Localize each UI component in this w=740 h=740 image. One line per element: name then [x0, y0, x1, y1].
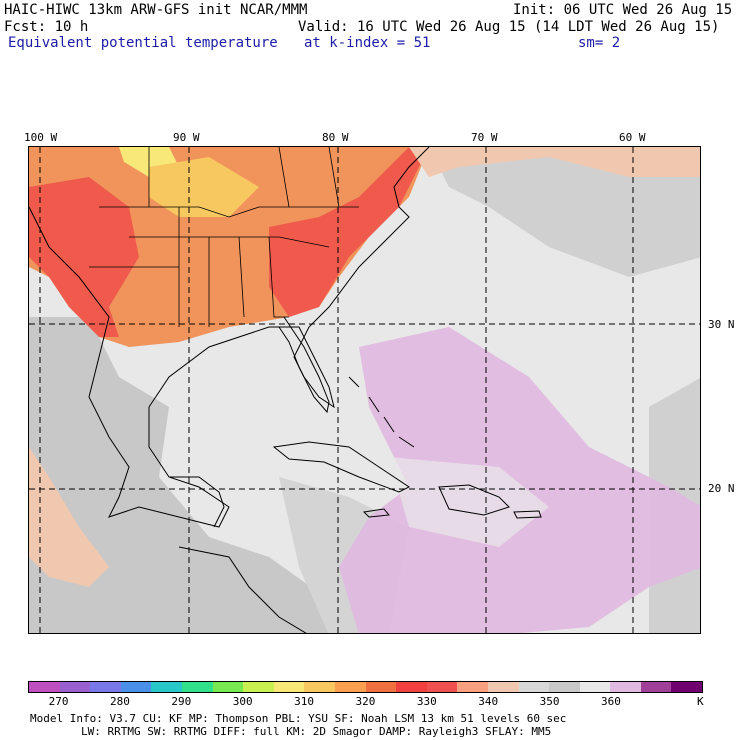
colorbar-tick-label: 360	[600, 695, 621, 708]
smoothing-label: sm= 2	[578, 35, 621, 51]
colorbar-swatch	[610, 682, 641, 692]
colorbar-swatch	[120, 682, 152, 692]
lat-label-20n: 20 N	[708, 482, 735, 495]
colorbar-swatch	[487, 682, 519, 692]
colorbar-swatch	[212, 682, 244, 692]
hispaniola	[438, 484, 510, 516]
theta-e-map	[28, 146, 701, 634]
forecast-hour: Fcst: 10 h	[4, 19, 89, 35]
colorbar-swatch	[518, 682, 550, 692]
light-region-central	[389, 457, 549, 547]
warm-airmass-light-orange	[149, 157, 259, 217]
colorbar-swatch	[181, 682, 213, 692]
init-time: Init: 06 UTC Wed 26 Aug 15	[513, 2, 733, 18]
lon-label-80w: 80 W	[322, 131, 349, 144]
colorbar-tick-label: 270	[48, 695, 69, 708]
colorbar-swatch	[29, 682, 60, 692]
central-america	[178, 546, 307, 633]
colorbar-swatch	[396, 682, 427, 692]
gray-shading-north	[429, 147, 700, 277]
colorbar-swatch	[90, 682, 121, 692]
pink-band-northeast	[409, 147, 700, 177]
colorbar-swatch	[151, 682, 182, 692]
colorbar-swatch	[671, 682, 703, 692]
colorbar-swatch	[243, 682, 274, 692]
colorbar-tick-label: 340	[478, 695, 499, 708]
coastlines	[29, 147, 542, 633]
colorbar-tick-label: 300	[232, 695, 253, 708]
colorbar-tick-label: 290	[171, 695, 192, 708]
colorbar-swatch	[59, 682, 91, 692]
gray-shading-west	[29, 317, 349, 633]
colorbar-unit: K	[697, 695, 704, 708]
model-info-line1: Model Info: V3.7 CU: KF MP: Thompson PBL…	[30, 712, 567, 725]
florida-peninsula	[278, 316, 330, 414]
colorbar-swatch	[426, 682, 458, 692]
colorbar-tick-label: 350	[539, 695, 560, 708]
colorbar-tick-label: 320	[355, 695, 376, 708]
valid-time: Valid: 16 UTC Wed 26 Aug 15 (14 LDT Wed …	[298, 19, 720, 35]
state-borders	[89, 147, 359, 327]
model-info-line2: LW: RRTMG SW: RRTMG DIFF: full KM: 2D Sm…	[81, 725, 552, 738]
warm-airmass-red-west	[29, 177, 139, 337]
bahamas	[348, 376, 415, 448]
colorbar-swatch	[304, 682, 335, 692]
colorbar-swatch	[579, 682, 611, 692]
colorbar-swatch	[457, 682, 488, 692]
colorbar-swatch	[365, 682, 397, 692]
pink-band-west	[29, 447, 109, 587]
colorbar-swatch	[273, 682, 305, 692]
colorbar-swatch	[640, 682, 672, 692]
field-name: Equivalent potential temperature	[8, 35, 278, 51]
colorbar-swatch	[549, 682, 580, 692]
colorbar	[28, 681, 703, 693]
lon-label-90w: 90 W	[173, 131, 200, 144]
puerto-rico	[513, 510, 542, 519]
warm-airmass-orange	[29, 147, 429, 347]
lon-label-60w: 60 W	[619, 131, 646, 144]
lon-label-70w: 70 W	[471, 131, 498, 144]
warm-airmass-red-carolina	[269, 147, 429, 317]
level-label: at k-index = 51	[304, 35, 431, 51]
colorbar-swatch	[334, 682, 366, 692]
lat-label-30n: 30 N	[708, 318, 735, 331]
gulf-coast	[29, 147, 430, 528]
lon-label-100w: 100 W	[24, 131, 58, 144]
colorbar-tick-label: 330	[416, 695, 437, 708]
model-title: HAIC-HIWC 13km ARW-GFS init NCAR/MMM	[4, 2, 308, 18]
map-canvas	[29, 147, 700, 633]
graticule	[29, 147, 700, 633]
jamaica	[362, 508, 390, 518]
colorbar-tick-label: 280	[110, 695, 130, 708]
lavender-moist-region	[339, 327, 700, 633]
colorbar-tick-label: 310	[294, 695, 314, 708]
